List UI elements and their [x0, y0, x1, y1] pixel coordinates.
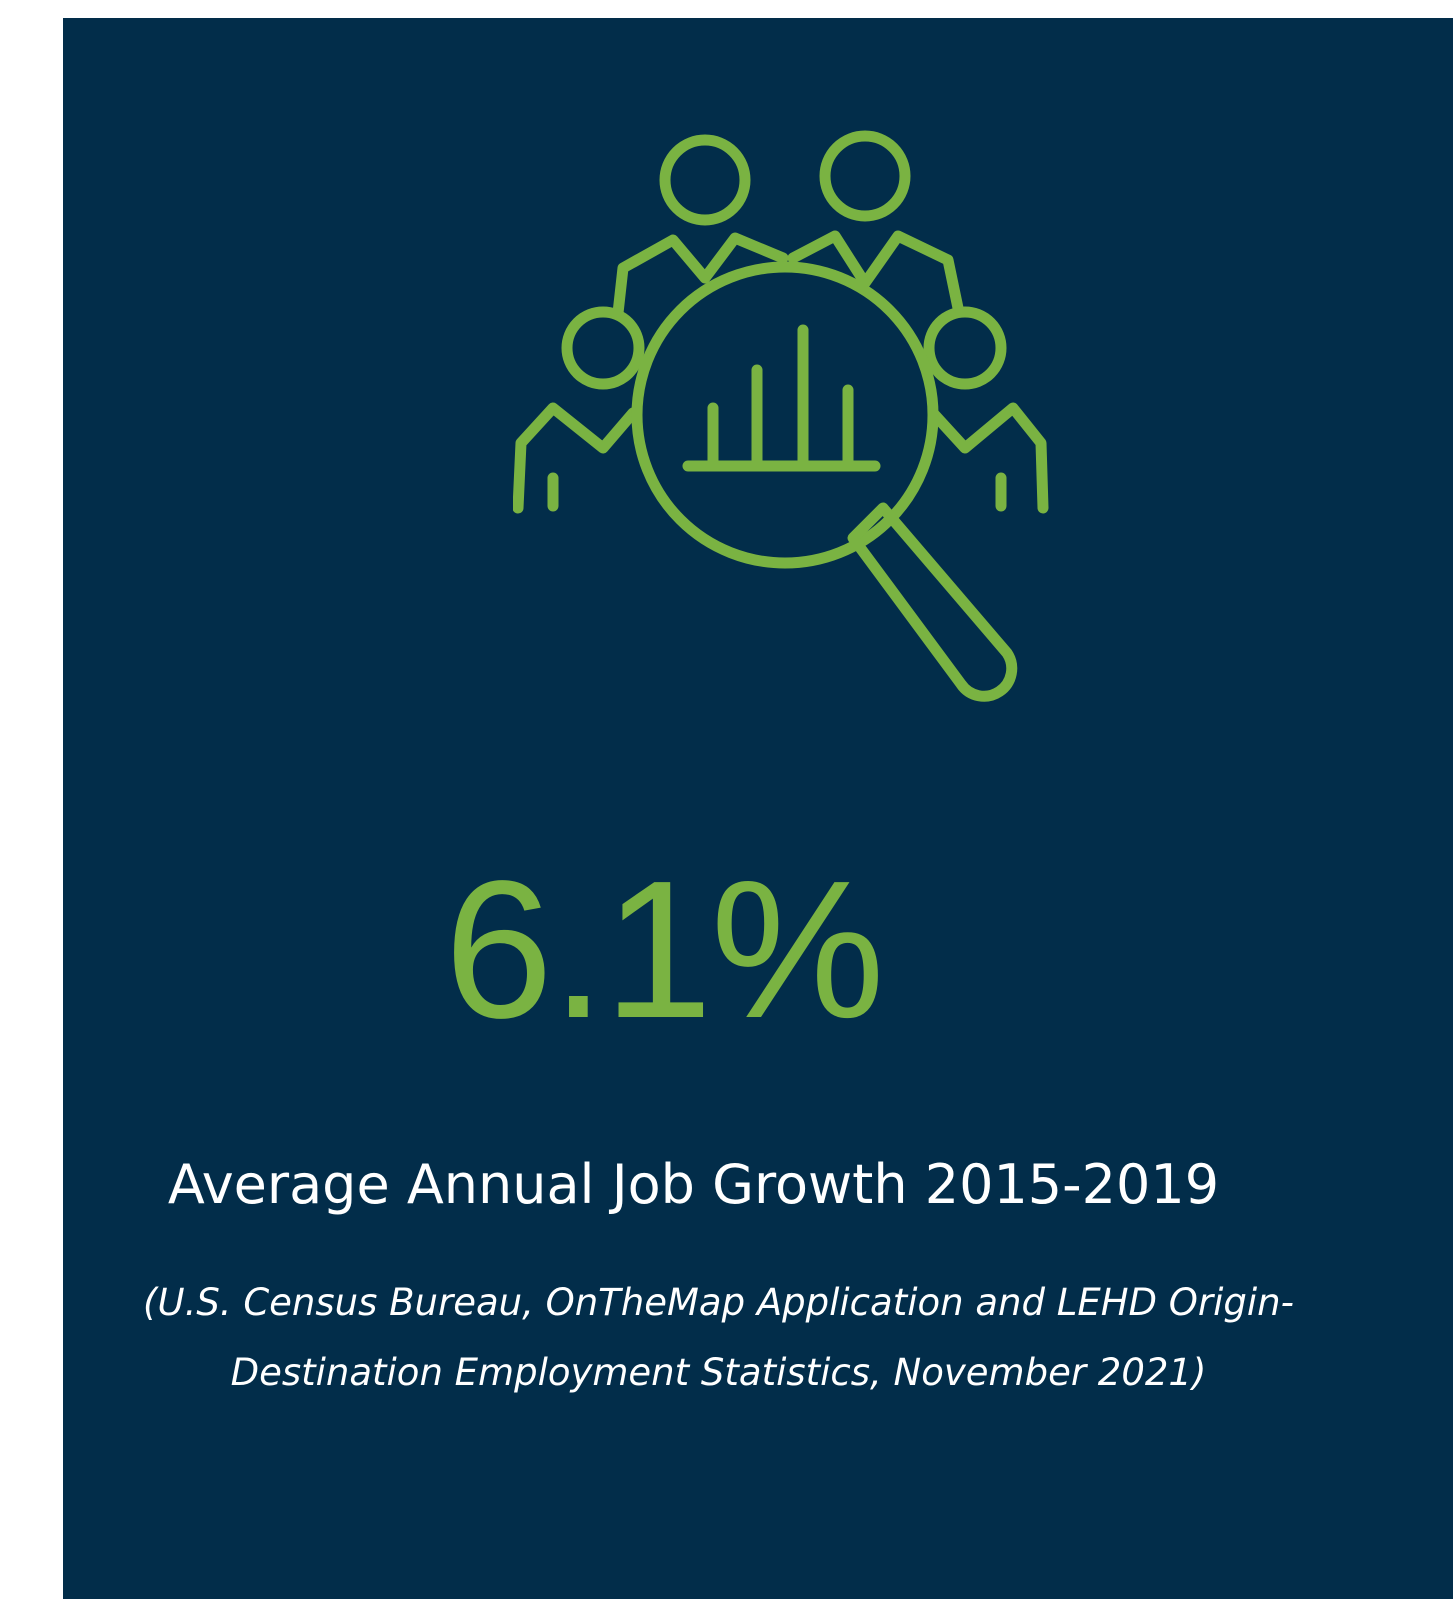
- stat-card: [63, 18, 1453, 1599]
- stat-label: Average Annual Job Growth 2015-2019: [167, 1153, 1220, 1216]
- source-line-1: (U.S. Census Bureau, OnTheMap Applicatio…: [143, 1281, 1294, 1324]
- people-magnifier-chart-icon: [513, 130, 1049, 702]
- stat-value: 6.1%: [444, 840, 885, 1059]
- source-line-2: Destination Employment Statistics, Novem…: [230, 1351, 1207, 1394]
- source-citation: (U.S. Census Bureau, OnTheMap Applicatio…: [0, 1268, 1390, 1408]
